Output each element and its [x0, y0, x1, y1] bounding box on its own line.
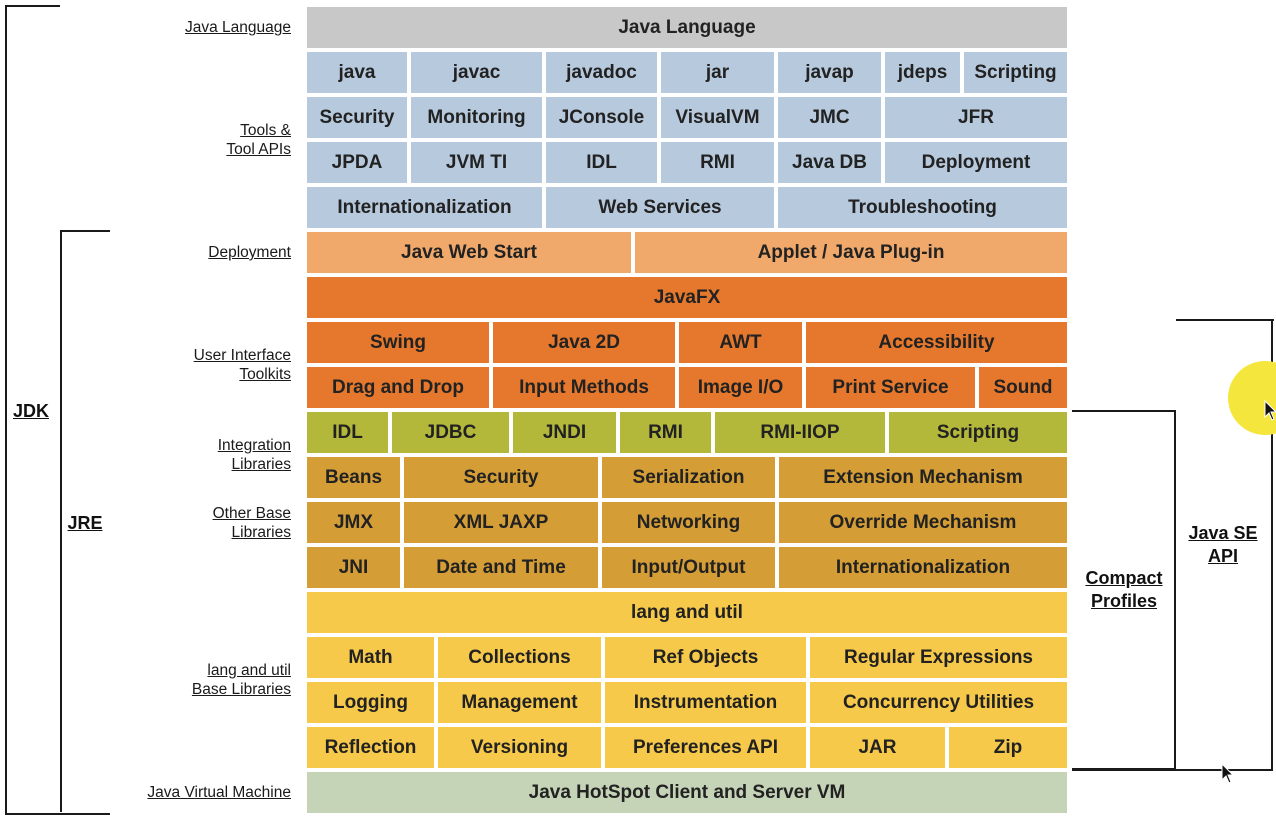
- javase-bracket-bottom: [1072, 769, 1272, 771]
- row-label-deployment: Deployment: [208, 244, 291, 261]
- row-label-java-virtual-machine: Java Virtual Machine: [147, 784, 291, 801]
- cell-java-db: Java DB: [776, 140, 883, 185]
- jdk-bracket-top: [5, 5, 60, 7]
- cell-beans: Beans: [305, 455, 402, 500]
- cell-jni: JNI: [305, 545, 402, 590]
- cell-awt: AWT: [677, 320, 804, 365]
- compact-bracket-top: [1072, 410, 1176, 412]
- cell-ref-objects: Ref Objects: [603, 635, 808, 680]
- cell-rmi: RMI: [618, 410, 713, 455]
- cell-jdbc: JDBC: [390, 410, 511, 455]
- cell-logging: Logging: [305, 680, 436, 725]
- cell-xml-jaxp: XML JAXP: [402, 500, 600, 545]
- row-label-tools-tool-apis: Tools & Tool APIs: [226, 122, 291, 158]
- cell-idl: IDL: [305, 410, 390, 455]
- mouse-pointer-icon-2: [1221, 763, 1235, 784]
- javase-bracket-top: [1176, 319, 1274, 321]
- cell-jdeps: jdeps: [883, 50, 962, 95]
- cell-jar: jar: [659, 50, 776, 95]
- cell-regular-expressions: Regular Expressions: [808, 635, 1069, 680]
- cell-management: Management: [436, 680, 603, 725]
- jre-label: JRE: [67, 513, 103, 533]
- cell-sound: Sound: [977, 365, 1069, 410]
- cell-java-language: Java Language: [305, 5, 1069, 50]
- row-label-other-base-libraries: Other Base Libraries: [212, 504, 291, 541]
- cell-scripting: Scripting: [962, 50, 1069, 95]
- row-label-integration-libraries: Integration Libraries: [217, 437, 291, 473]
- cell-input-methods: Input Methods: [491, 365, 677, 410]
- cell-date-and-time: Date and Time: [402, 545, 600, 590]
- cell-rmi: RMI: [659, 140, 776, 185]
- cell-jfr: JFR: [883, 95, 1069, 140]
- jdk-bracket-vertical: [5, 5, 7, 815]
- row-label-lang-and-util-base-libraries: lang and util Base Libraries: [191, 662, 291, 698]
- jre-bracket-top: [60, 230, 110, 232]
- compact-profiles-label: Compact Profiles: [1085, 568, 1163, 611]
- cell-javadoc: javadoc: [544, 50, 659, 95]
- cell-jndi: JNDI: [511, 410, 618, 455]
- cell-security: Security: [402, 455, 600, 500]
- row-label-java-language: Java Language: [184, 19, 291, 36]
- cell-javafx: JavaFX: [305, 275, 1069, 320]
- cell-lang-and-util: lang and util: [305, 590, 1069, 635]
- row-label-user-interface-toolkits: User Interface Toolkits: [193, 347, 291, 383]
- compact-bracket-vertical: [1174, 410, 1176, 770]
- cell-extension-mechanism: Extension Mechanism: [777, 455, 1069, 500]
- cell-applet-java-plug-in: Applet / Java Plug-in: [633, 230, 1069, 275]
- cell-reflection: Reflection: [305, 725, 436, 770]
- cell-deployment: Deployment: [883, 140, 1069, 185]
- cell-java: java: [305, 50, 409, 95]
- cell-security: Security: [305, 95, 409, 140]
- cell-jmx: JMX: [305, 500, 402, 545]
- cell-jpda: JPDA: [305, 140, 409, 185]
- cell-input-output: Input/Output: [600, 545, 777, 590]
- cell-swing: Swing: [305, 320, 491, 365]
- cursor-highlight: [1228, 361, 1276, 435]
- cell-preferences-api: Preferences API: [603, 725, 808, 770]
- cell-zip: Zip: [947, 725, 1069, 770]
- cell-monitoring: Monitoring: [409, 95, 544, 140]
- cell-drag-and-drop: Drag and Drop: [305, 365, 491, 410]
- cell-javap: javap: [776, 50, 883, 95]
- cell-internationalization: Internationalization: [777, 545, 1069, 590]
- cell-accessibility: Accessibility: [804, 320, 1069, 365]
- java-se-api-label: Java SE API: [1188, 523, 1258, 566]
- jre-bracket-vertical: [60, 230, 62, 812]
- cell-print-service: Print Service: [804, 365, 977, 410]
- cell-math: Math: [305, 635, 436, 680]
- cell-instrumentation: Instrumentation: [603, 680, 808, 725]
- cell-jar: JAR: [808, 725, 947, 770]
- cell-java-2d: Java 2D: [491, 320, 677, 365]
- cell-rmi-iiop: RMI-IIOP: [713, 410, 887, 455]
- cell-versioning: Versioning: [436, 725, 603, 770]
- cell-javac: javac: [409, 50, 544, 95]
- jdk-bracket-bottom: [5, 813, 110, 815]
- cell-override-mechanism: Override Mechanism: [777, 500, 1069, 545]
- cell-web-services: Web Services: [544, 185, 776, 230]
- cell-internationalization: Internationalization: [305, 185, 544, 230]
- jdk-label: JDK: [12, 401, 49, 421]
- cell-concurrency-utilities: Concurrency Utilities: [808, 680, 1069, 725]
- cell-jmc: JMC: [776, 95, 883, 140]
- cell-scripting: Scripting: [887, 410, 1069, 455]
- cell-networking: Networking: [600, 500, 777, 545]
- cell-java-hotspot-client-and-server-vm: Java HotSpot Client and Server VM: [305, 770, 1069, 815]
- cell-collections: Collections: [436, 635, 603, 680]
- cell-java-web-start: Java Web Start: [305, 230, 633, 275]
- mouse-pointer-icon: [1264, 400, 1276, 421]
- cell-jvm-ti: JVM TI: [409, 140, 544, 185]
- cell-jconsole: JConsole: [544, 95, 659, 140]
- cell-troubleshooting: Troubleshooting: [776, 185, 1069, 230]
- javase-bracket-vertical: [1271, 319, 1273, 771]
- cell-visualvm: VisualVM: [659, 95, 776, 140]
- cell-image-i-o: Image I/O: [677, 365, 804, 410]
- cell-idl: IDL: [544, 140, 659, 185]
- cell-serialization: Serialization: [600, 455, 777, 500]
